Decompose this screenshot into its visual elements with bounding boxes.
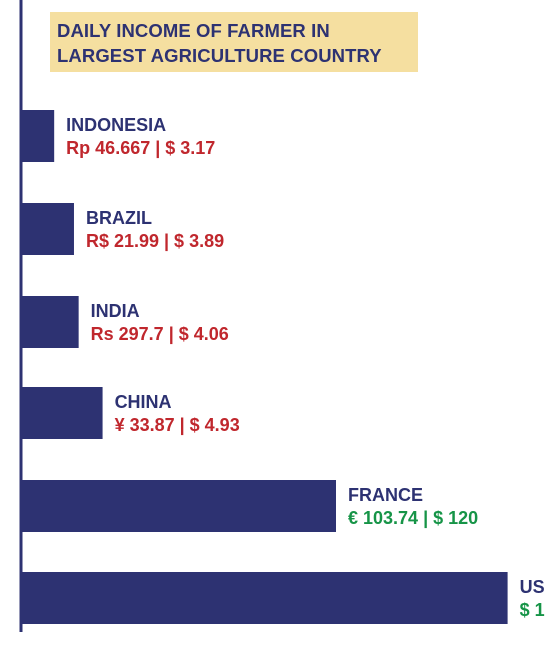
value-label-brazil: R$ 21.99 | $ 3.89 xyxy=(86,231,224,251)
value-label-india: Rs 297.7 | $ 4.06 xyxy=(91,324,229,344)
bar-usa xyxy=(22,572,508,624)
category-label-india: INDIA xyxy=(91,301,140,321)
bar-india xyxy=(22,296,79,348)
category-label-china: CHINA xyxy=(115,392,172,412)
labels-group: INDONESIA Rp 46.667 | $ 3.17 BRAZIL R$ 21.9… xyxy=(66,115,545,620)
chart-title-line-1: DAILY INCOME OF FARMER IN xyxy=(57,20,330,41)
category-label-usa: USA xyxy=(520,577,545,597)
bar-china xyxy=(22,387,103,439)
value-label-indonesia: Rp 46.667 | $ 3.17 xyxy=(66,138,215,158)
value-label-china: ¥ 33.87 | $ 4.93 xyxy=(115,415,240,435)
chart-title-line-2: LARGEST AGRICULTURE COUNTRY xyxy=(57,45,382,66)
bar-france xyxy=(22,480,336,532)
bar-brazil xyxy=(22,203,74,255)
category-label-indonesia: INDONESIA xyxy=(66,115,166,135)
value-label-france: € 103.74 | $ 120 xyxy=(348,508,478,528)
chart-title-box xyxy=(50,12,418,72)
value-label-usa: $ 198 xyxy=(520,600,545,620)
bars-group xyxy=(22,110,508,624)
category-label-brazil: BRAZIL xyxy=(86,208,152,228)
category-label-france: FRANCE xyxy=(348,485,423,505)
bar-indonesia xyxy=(22,110,55,162)
